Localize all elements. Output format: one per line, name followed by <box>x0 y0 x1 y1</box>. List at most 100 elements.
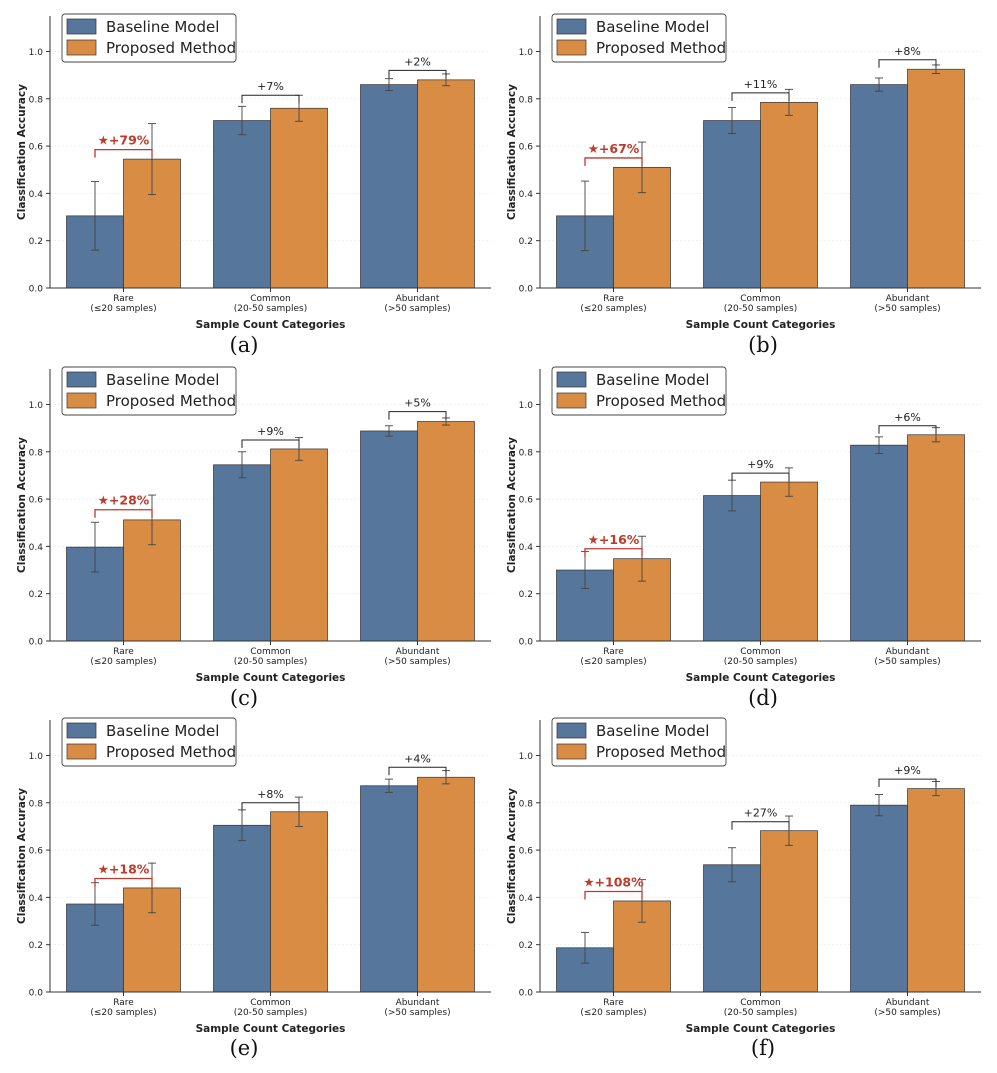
y-tick-label: 0.6 <box>519 143 534 153</box>
legend-label: Proposed Method <box>596 743 726 761</box>
improvement-bracket <box>584 548 643 557</box>
y-tick-label: 0.0 <box>519 989 534 999</box>
y-tick-label: 0.4 <box>519 190 534 200</box>
proposed-bar-abundant <box>907 68 965 289</box>
improvement-label: +7% <box>257 80 284 93</box>
baseline-bar-common <box>703 120 761 289</box>
y-tick-label: 0.0 <box>29 285 44 295</box>
proposed-bar-abundant <box>907 434 965 642</box>
x-tick-sublabel: (>50 samples) <box>874 657 940 667</box>
improvement-label: +2% <box>404 55 431 68</box>
improvement-label: +9% <box>894 764 921 777</box>
legend-swatch <box>66 18 97 35</box>
improvement-label: ★+16% <box>588 532 640 547</box>
improvement-bracket <box>731 821 790 830</box>
legend: Baseline Model Proposed Method <box>551 13 727 63</box>
y-tick-label: 0.0 <box>29 989 44 999</box>
y-tick-label: 0.8 <box>29 799 44 809</box>
x-tick-sublabel: (>50 samples) <box>384 657 450 667</box>
improvement-label: +27% <box>744 807 778 820</box>
legend-box <box>551 717 727 767</box>
legend-label: Baseline Model <box>596 722 709 740</box>
chart-panel-d: ★+16% +9% +6% 0.0 0.2 0.4 0.6 0.8 1.0 Rare(≤20 sa… <box>506 366 981 684</box>
legend-label: Baseline Model <box>106 18 219 36</box>
y-tick-label: 0.2 <box>519 237 533 247</box>
proposed-bar-abundant <box>907 788 965 993</box>
baseline-bar-common <box>213 464 271 642</box>
x-tick-label: Rare <box>603 647 624 657</box>
x-tick-sublabel: (20-50 samples) <box>724 1008 797 1018</box>
legend-label: Proposed Method <box>596 392 726 410</box>
baseline-bar-abundant <box>360 430 418 642</box>
x-tick-label: Abundant <box>396 998 440 1008</box>
proposed-bar-abundant <box>417 421 475 642</box>
y-tick-label: 0.6 <box>519 496 534 506</box>
proposed-bar-common <box>760 481 818 642</box>
legend-swatch <box>556 743 587 760</box>
x-tick-sublabel: (≤20 samples) <box>90 657 156 667</box>
improvement-bracket <box>241 94 300 104</box>
legend-swatch <box>66 722 97 739</box>
panel-caption-b: (b) <box>748 333 778 357</box>
y-tick-label: 1.0 <box>29 752 44 762</box>
panel-caption-c: (c) <box>229 686 259 710</box>
legend-swatch <box>66 371 97 388</box>
chart-panel-a: ★+79% +7% +2% 0.0 0.2 0.4 0.6 0.8 1.0 Rare(≤20 sa… <box>16 13 491 331</box>
proposed-bar-common <box>760 830 818 993</box>
x-tick-label: Common <box>740 998 781 1008</box>
legend-label: Baseline Model <box>596 18 709 36</box>
x-tick-label: Rare <box>603 998 624 1008</box>
x-tick-label: Rare <box>113 647 134 657</box>
chart-panel-c: ★+28% +9% +5% 0.0 0.2 0.4 0.6 0.8 1.0 Rare(≤20 sa… <box>16 366 491 684</box>
improvement-label: +8% <box>894 45 921 58</box>
y-tick-label: 0.8 <box>519 95 534 105</box>
improvement-label: +9% <box>747 458 774 471</box>
improvement-bracket <box>731 472 790 482</box>
x-tick-sublabel: (≤20 samples) <box>580 304 646 314</box>
improvement-label: ★+18% <box>98 861 150 876</box>
improvement-label: ★+79% <box>98 133 150 148</box>
proposed-bar-abundant <box>417 79 475 289</box>
legend-label: Proposed Method <box>106 39 236 57</box>
x-tick-sublabel: (20-50 samples) <box>724 657 797 667</box>
legend-swatch <box>556 392 587 409</box>
y-axis-title: Classification Accuracy <box>16 437 28 573</box>
y-tick-label: 0.6 <box>29 143 44 153</box>
y-axis-title: Classification Accuracy <box>16 788 28 924</box>
improvement-bracket <box>94 877 153 887</box>
x-tick-label: Abundant <box>886 998 930 1008</box>
y-tick-label: 0.4 <box>29 190 44 200</box>
legend-swatch <box>66 743 97 760</box>
legend-box <box>551 13 727 63</box>
baseline-bar-common <box>703 864 761 993</box>
y-tick-label: 0.0 <box>519 285 534 295</box>
proposed-bar-common <box>270 448 328 642</box>
improvement-label: +4% <box>404 752 431 765</box>
legend-box <box>61 13 237 63</box>
baseline-bar-abundant <box>360 84 418 289</box>
baseline-bar-abundant <box>360 785 418 993</box>
y-axis-title: Classification Accuracy <box>16 84 28 220</box>
legend-label: Proposed Method <box>106 392 236 410</box>
baseline-bar-abundant <box>850 444 908 642</box>
y-tick-label: 0.2 <box>29 590 43 600</box>
legend: Baseline Model Proposed Method <box>551 717 727 767</box>
legend-box <box>551 366 727 416</box>
y-tick-label: 0.2 <box>29 237 43 247</box>
x-axis-title: Sample Count Categories <box>686 1023 836 1035</box>
chart-panel-f: ★+108% +27% +9% 0.0 0.2 0.4 0.6 0.8 1.0 Rare(≤20 … <box>506 717 981 1035</box>
panel-caption-d: (d) <box>748 686 778 710</box>
y-axis-title: Classification Accuracy <box>506 437 518 573</box>
y-tick-label: 0.8 <box>29 448 44 458</box>
y-axis-title: Classification Accuracy <box>506 84 518 220</box>
x-tick-sublabel: (20-50 samples) <box>724 304 797 314</box>
improvement-bracket <box>388 69 447 79</box>
panel-caption-a: (a) <box>229 333 259 357</box>
improvement-bracket <box>878 59 937 68</box>
proposed-bar-common <box>760 101 818 289</box>
improvement-label: ★+67% <box>588 141 640 156</box>
legend-box <box>61 717 237 767</box>
x-tick-label: Abundant <box>396 294 440 304</box>
x-tick-label: Rare <box>603 294 624 304</box>
